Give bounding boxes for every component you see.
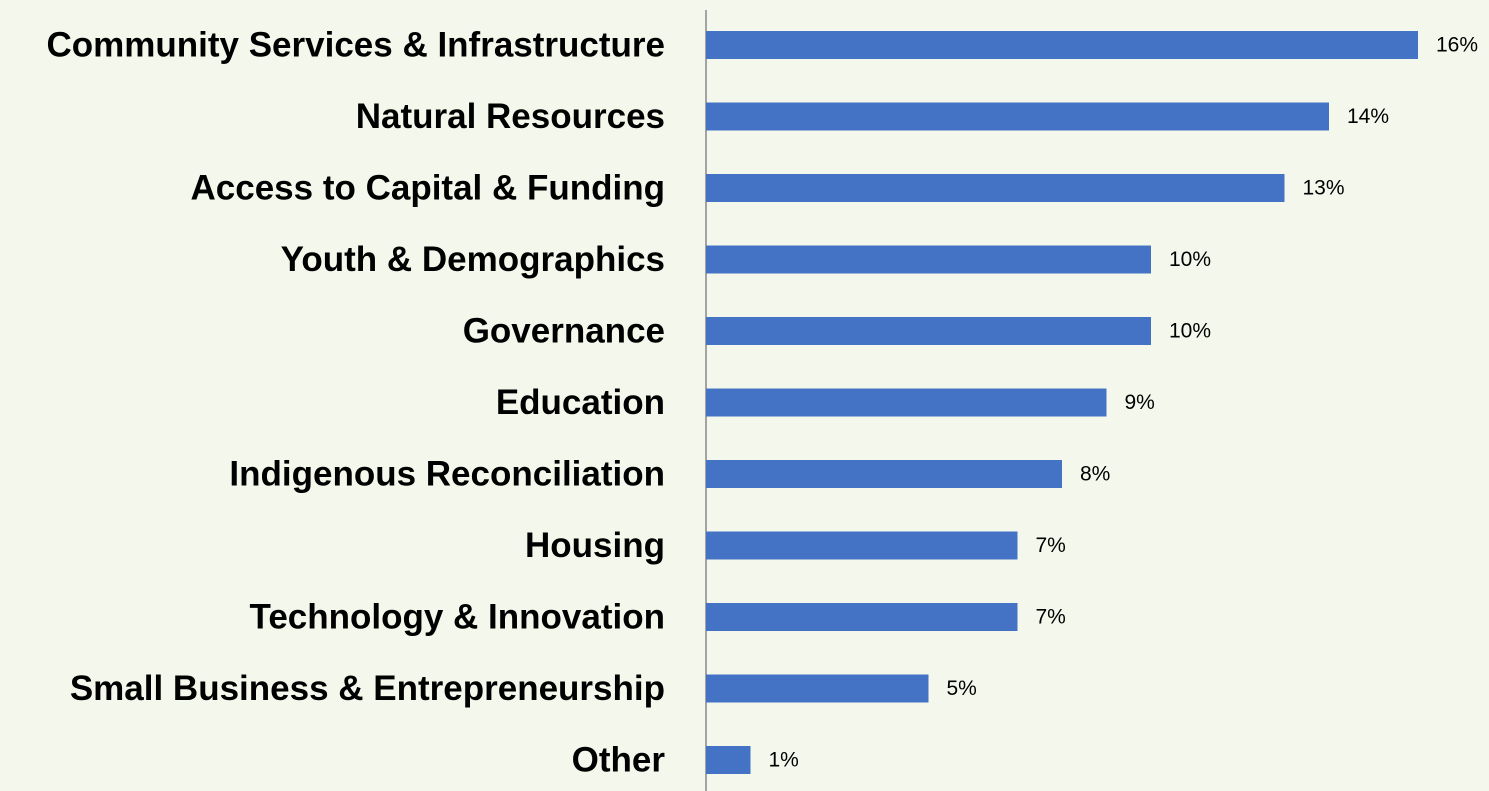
- data-label: 14%: [1347, 105, 1389, 128]
- category-label: Technology & Innovation: [250, 597, 665, 636]
- bar: [706, 603, 1018, 631]
- data-label: 8%: [1080, 463, 1110, 486]
- bar: [706, 388, 1107, 417]
- bar: [706, 102, 1329, 131]
- data-label: 10%: [1169, 248, 1211, 271]
- category-label: Community Services & Infrastructure: [46, 25, 665, 64]
- data-label: 7%: [1036, 606, 1066, 629]
- category-label: Indigenous Reconciliation: [229, 454, 665, 493]
- category-label: Education: [496, 383, 665, 422]
- bar: [706, 174, 1285, 202]
- category-label: Natural Resources: [356, 97, 665, 136]
- data-label: 10%: [1169, 320, 1211, 343]
- bar: [706, 460, 1062, 488]
- data-label: 9%: [1125, 391, 1155, 414]
- category-label: Small Business & Entrepreneurship: [70, 669, 665, 708]
- bar: [706, 674, 929, 703]
- data-label: 16%: [1436, 34, 1478, 57]
- data-label: 7%: [1036, 534, 1066, 557]
- category-label: Youth & Demographics: [281, 240, 665, 279]
- bar: [706, 317, 1151, 345]
- bar: [706, 31, 1418, 59]
- category-label: Access to Capital & Funding: [191, 168, 666, 207]
- bar: [706, 746, 751, 774]
- data-label: 1%: [769, 749, 799, 772]
- category-label: Housing: [525, 526, 665, 565]
- data-label: 5%: [947, 677, 977, 700]
- category-label: Other: [572, 740, 666, 779]
- data-label: 13%: [1303, 177, 1345, 200]
- bar: [706, 245, 1151, 274]
- category-label: Governance: [463, 311, 665, 350]
- bar: [706, 531, 1018, 560]
